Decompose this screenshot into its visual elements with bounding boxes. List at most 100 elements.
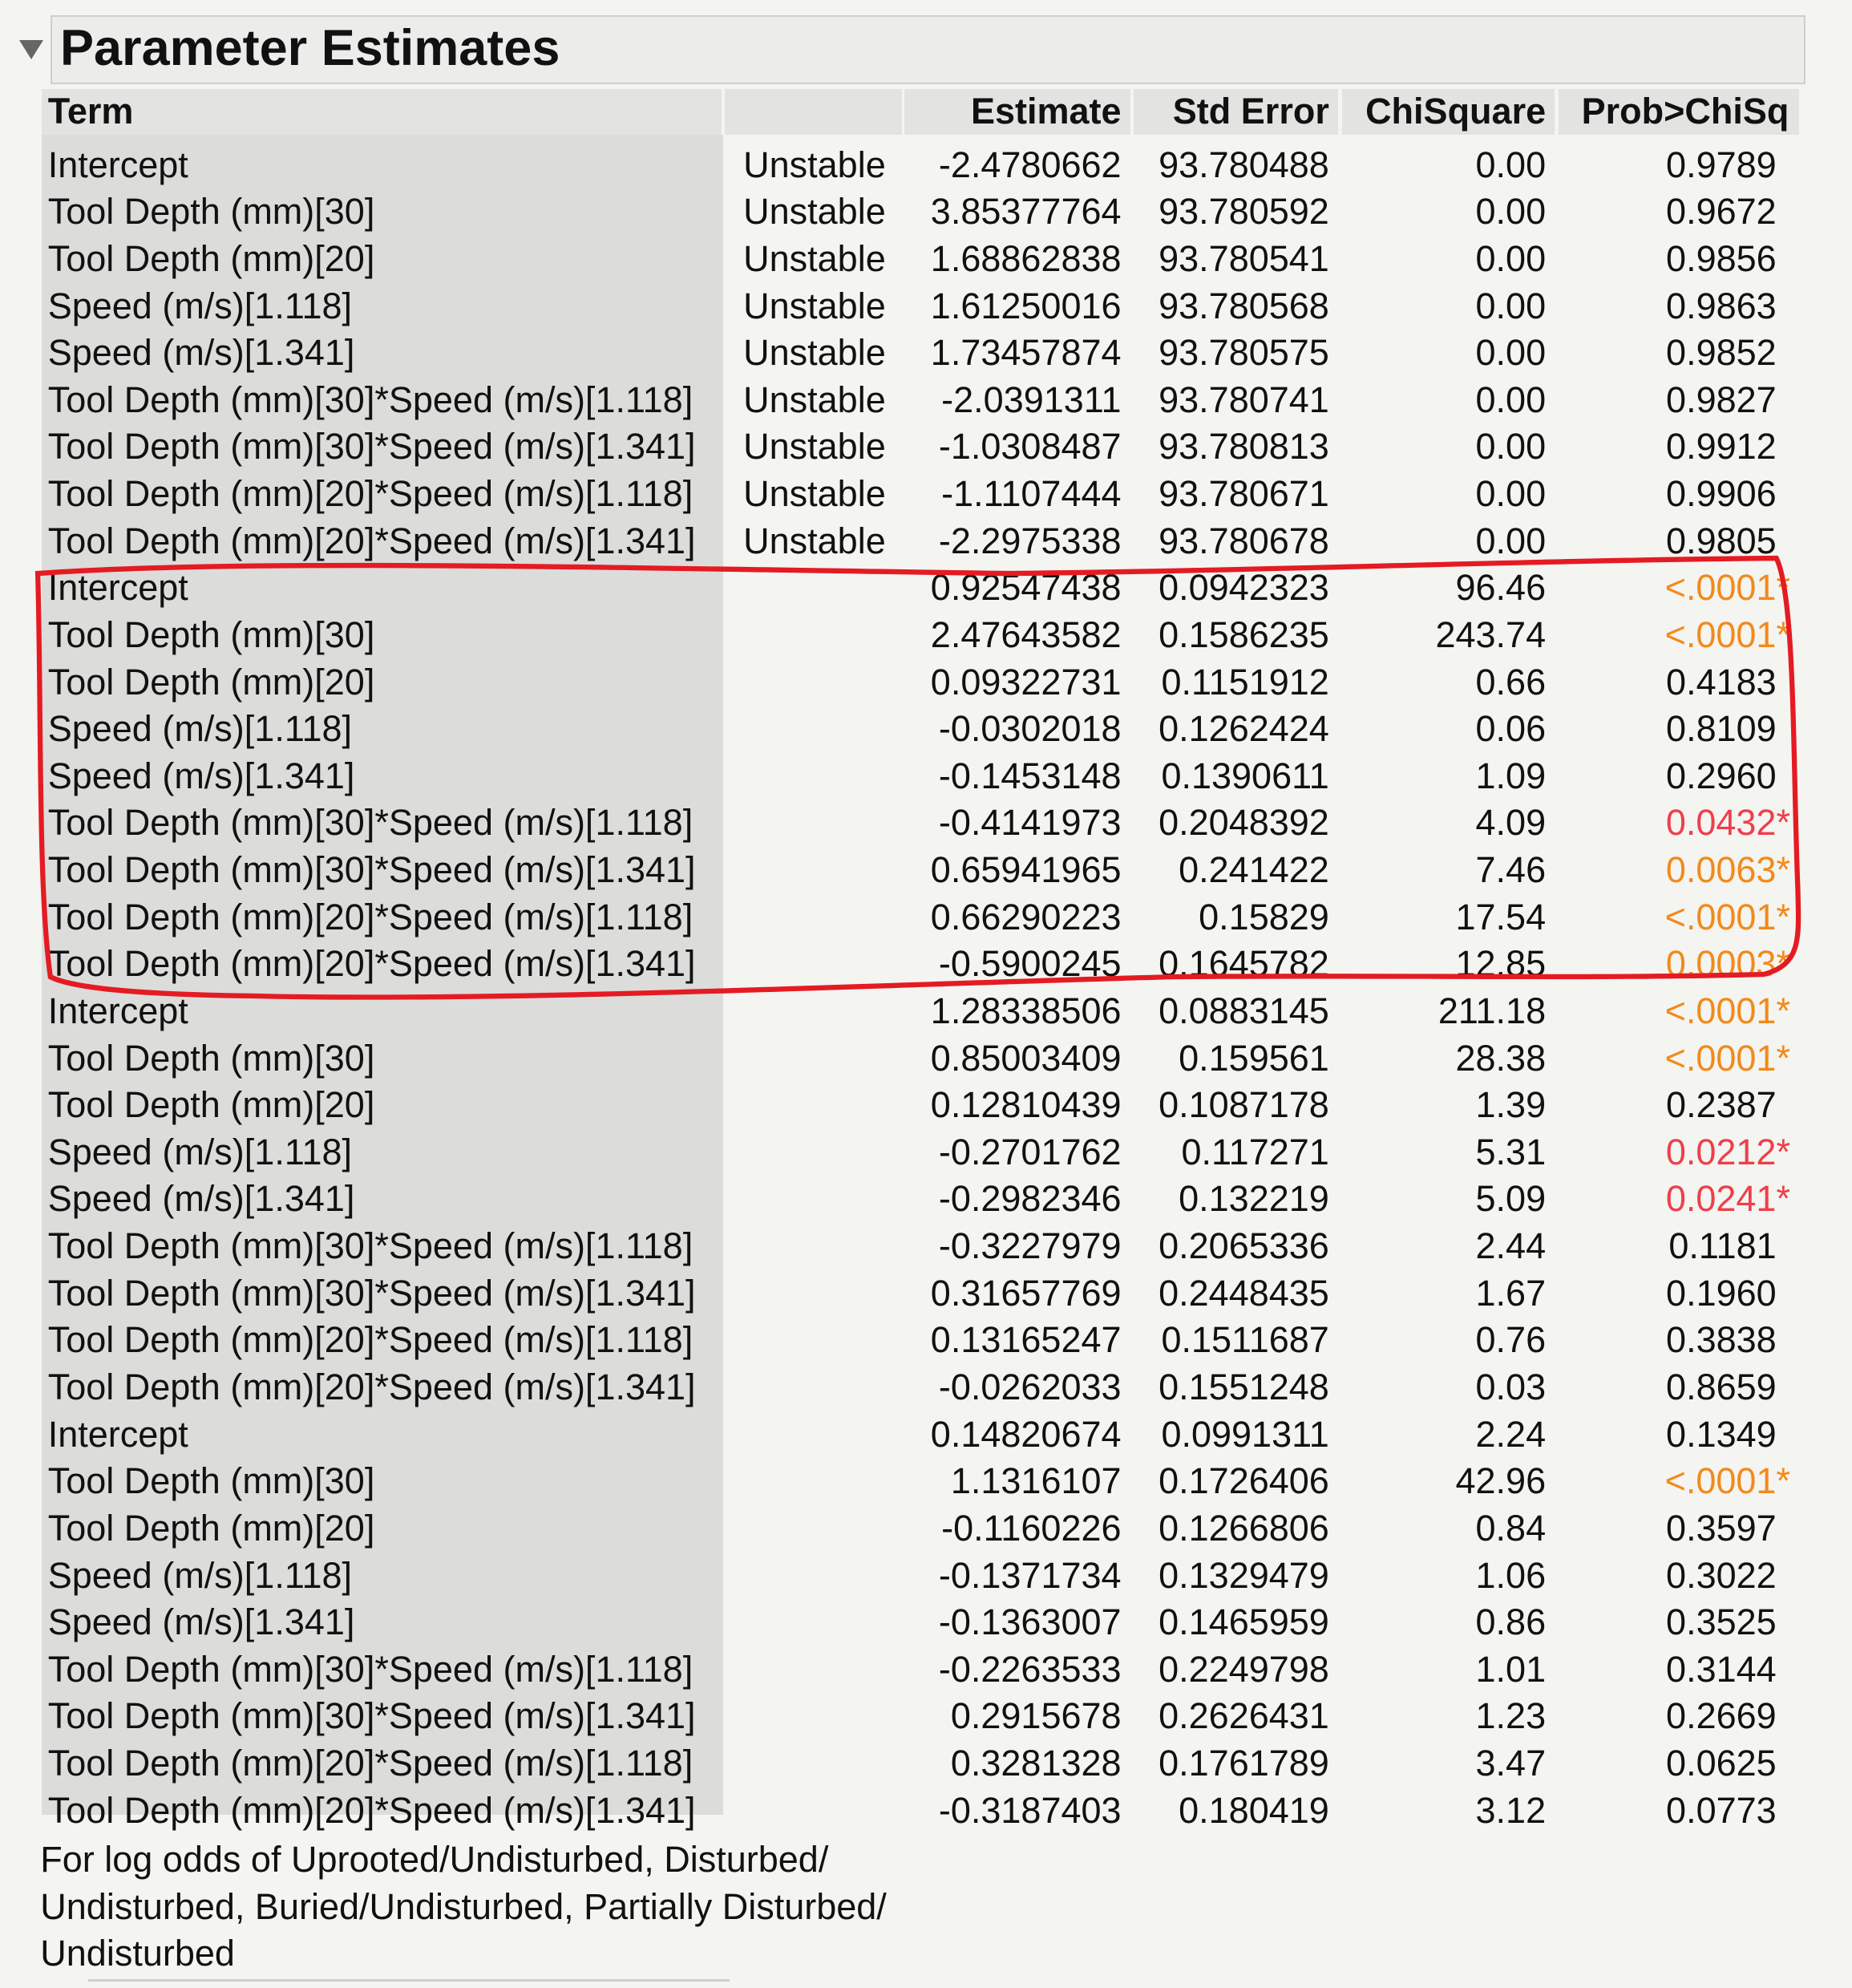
status-cell: Unstable xyxy=(743,473,886,515)
chisquare-cell: 96.46 xyxy=(1455,567,1547,609)
chisquare-cell: 1.01 xyxy=(1475,1648,1547,1690)
footer-line: For log odds of Uprooted/Undisturbed, Di… xyxy=(40,1839,829,1881)
prob-cell: 0.0241* xyxy=(1665,1178,1790,1220)
chisquare-cell: 12.85 xyxy=(1455,943,1547,985)
chisquare-cell: 1.06 xyxy=(1475,1554,1547,1596)
std-error-cell: 0.1390611 xyxy=(1161,755,1329,796)
term-cell: Intercept xyxy=(47,567,188,609)
term-cell: Tool Depth (mm)[30] xyxy=(47,1460,375,1502)
chisquare-cell: 0.84 xyxy=(1475,1507,1547,1549)
std-error-cell: 0.15829 xyxy=(1199,896,1329,937)
estimate-cell: 0.14820674 xyxy=(930,1413,1122,1455)
prob-cell: <.0001* xyxy=(1664,1460,1790,1502)
term-cell: Tool Depth (mm)[20]*Speed (m/s)[1.341] xyxy=(47,943,696,985)
prob-cell: <.0001* xyxy=(1664,896,1790,937)
estimate-cell: 0.85003409 xyxy=(930,1037,1122,1079)
estimate-cell: -2.4780662 xyxy=(938,144,1122,185)
estimate-cell: -0.1371734 xyxy=(938,1554,1122,1596)
estimate-cell: 0.66290223 xyxy=(930,896,1122,937)
prob-cell: 0.9672 xyxy=(1666,191,1777,233)
prob-cell: 0.3525 xyxy=(1666,1601,1777,1643)
estimate-cell: -1.1107444 xyxy=(941,473,1122,515)
header-cell xyxy=(41,88,722,135)
prob-cell: 0.3022 xyxy=(1666,1554,1777,1596)
prob-cell: 0.0773 xyxy=(1666,1789,1777,1831)
std-error-cell: 0.132219 xyxy=(1179,1178,1329,1220)
estimate-cell: 0.09322731 xyxy=(930,661,1122,702)
estimate-cell: 0.31657769 xyxy=(930,1272,1122,1314)
header-cell xyxy=(724,88,903,135)
column-header: Estimate xyxy=(970,91,1122,132)
prob-cell: 0.9863 xyxy=(1666,285,1777,326)
std-error-cell: 0.1645782 xyxy=(1159,943,1329,985)
chisquare-cell: 0.00 xyxy=(1475,237,1547,279)
estimate-cell: 0.92547438 xyxy=(930,567,1122,609)
prob-cell: 0.9906 xyxy=(1666,473,1777,515)
estimate-cell: 3.85377764 xyxy=(930,191,1122,233)
chisquare-cell: 0.86 xyxy=(1475,1601,1547,1643)
chisquare-cell: 0.03 xyxy=(1475,1366,1547,1407)
std-error-cell: 0.2048392 xyxy=(1159,802,1329,844)
estimate-cell: 0.3281328 xyxy=(950,1743,1122,1784)
status-cell: Unstable xyxy=(743,144,886,185)
std-error-cell: 93.780741 xyxy=(1159,379,1329,420)
column-header: Term xyxy=(47,91,134,132)
prob-cell: 0.9789 xyxy=(1666,144,1777,185)
chisquare-cell: 211.18 xyxy=(1438,990,1547,1031)
term-cell: Tool Depth (mm)[20]*Speed (m/s)[1.341] xyxy=(47,1789,696,1831)
estimate-cell: 1.68862838 xyxy=(930,237,1122,279)
std-error-cell: 93.780592 xyxy=(1159,191,1329,233)
term-cell: Tool Depth (mm)[20]*Speed (m/s)[1.118] xyxy=(47,896,693,937)
estimate-cell: -0.2263533 xyxy=(938,1648,1122,1690)
chisquare-cell: 2.44 xyxy=(1475,1225,1547,1267)
chisquare-cell: 42.96 xyxy=(1455,1460,1547,1502)
estimate-cell: -0.1363007 xyxy=(938,1601,1122,1643)
collapse-arrow[interactable] xyxy=(16,35,48,64)
chisquare-cell: 0.66 xyxy=(1475,661,1547,702)
estimate-cell: 0.2915678 xyxy=(950,1695,1122,1737)
chisquare-cell: 2.24 xyxy=(1475,1413,1547,1455)
term-cell: Tool Depth (mm)[20] xyxy=(47,661,375,702)
prob-cell: <.0001* xyxy=(1664,1037,1790,1079)
estimate-cell: 0.12810439 xyxy=(930,1084,1122,1126)
prob-cell: 0.0063* xyxy=(1665,849,1790,891)
estimate-cell: 0.13165247 xyxy=(930,1319,1122,1361)
term-cell: Speed (m/s)[1.118] xyxy=(47,285,353,326)
chisquare-cell: 7.46 xyxy=(1475,849,1547,891)
std-error-cell: 0.159561 xyxy=(1179,1037,1329,1079)
term-cell: Tool Depth (mm)[30] xyxy=(47,191,375,233)
prob-cell: 0.9827 xyxy=(1666,379,1777,420)
term-cell: Tool Depth (mm)[30]*Speed (m/s)[1.118] xyxy=(47,1648,693,1690)
term-cell: Tool Depth (mm)[30]*Speed (m/s)[1.118] xyxy=(47,802,693,844)
std-error-cell: 0.241422 xyxy=(1179,849,1329,891)
chisquare-cell: 1.09 xyxy=(1475,755,1547,796)
chisquare-cell: 0.00 xyxy=(1475,520,1547,561)
term-cell: Intercept xyxy=(47,990,188,1031)
prob-cell: 0.2387 xyxy=(1666,1084,1777,1126)
prob-cell: 0.8109 xyxy=(1666,708,1777,750)
prob-cell: 0.8659 xyxy=(1666,1366,1777,1407)
chisquare-cell: 1.67 xyxy=(1475,1272,1547,1314)
chisquare-cell: 17.54 xyxy=(1455,896,1547,937)
status-cell: Unstable xyxy=(743,237,886,279)
std-error-cell: 0.1266806 xyxy=(1159,1507,1329,1549)
term-cell: Tool Depth (mm)[20]*Speed (m/s)[1.341] xyxy=(47,1366,696,1407)
std-error-cell: 0.1586235 xyxy=(1159,613,1329,655)
prob-cell: <.0001* xyxy=(1664,567,1790,609)
chisquare-cell: 1.23 xyxy=(1475,1695,1547,1737)
std-error-cell: 0.2448435 xyxy=(1159,1272,1329,1314)
term-cell: Speed (m/s)[1.118] xyxy=(47,708,353,750)
prob-cell: 0.0003* xyxy=(1665,943,1790,985)
term-cell: Speed (m/s)[1.341] xyxy=(47,332,355,374)
std-error-cell: 93.780488 xyxy=(1159,144,1329,185)
prob-cell: 0.0625 xyxy=(1666,1743,1777,1784)
std-error-cell: 0.1726406 xyxy=(1159,1460,1329,1502)
header-cell xyxy=(1558,88,1799,135)
term-cell: Tool Depth (mm)[20] xyxy=(47,1084,375,1126)
chisquare-cell: 3.47 xyxy=(1475,1743,1547,1784)
std-error-cell: 0.1761789 xyxy=(1159,1743,1329,1784)
term-cell: Speed (m/s)[1.118] xyxy=(47,1131,353,1172)
prob-cell: 0.2669 xyxy=(1666,1695,1777,1737)
chisquare-cell: 1.39 xyxy=(1475,1084,1547,1126)
prob-cell: 0.9852 xyxy=(1666,332,1777,374)
